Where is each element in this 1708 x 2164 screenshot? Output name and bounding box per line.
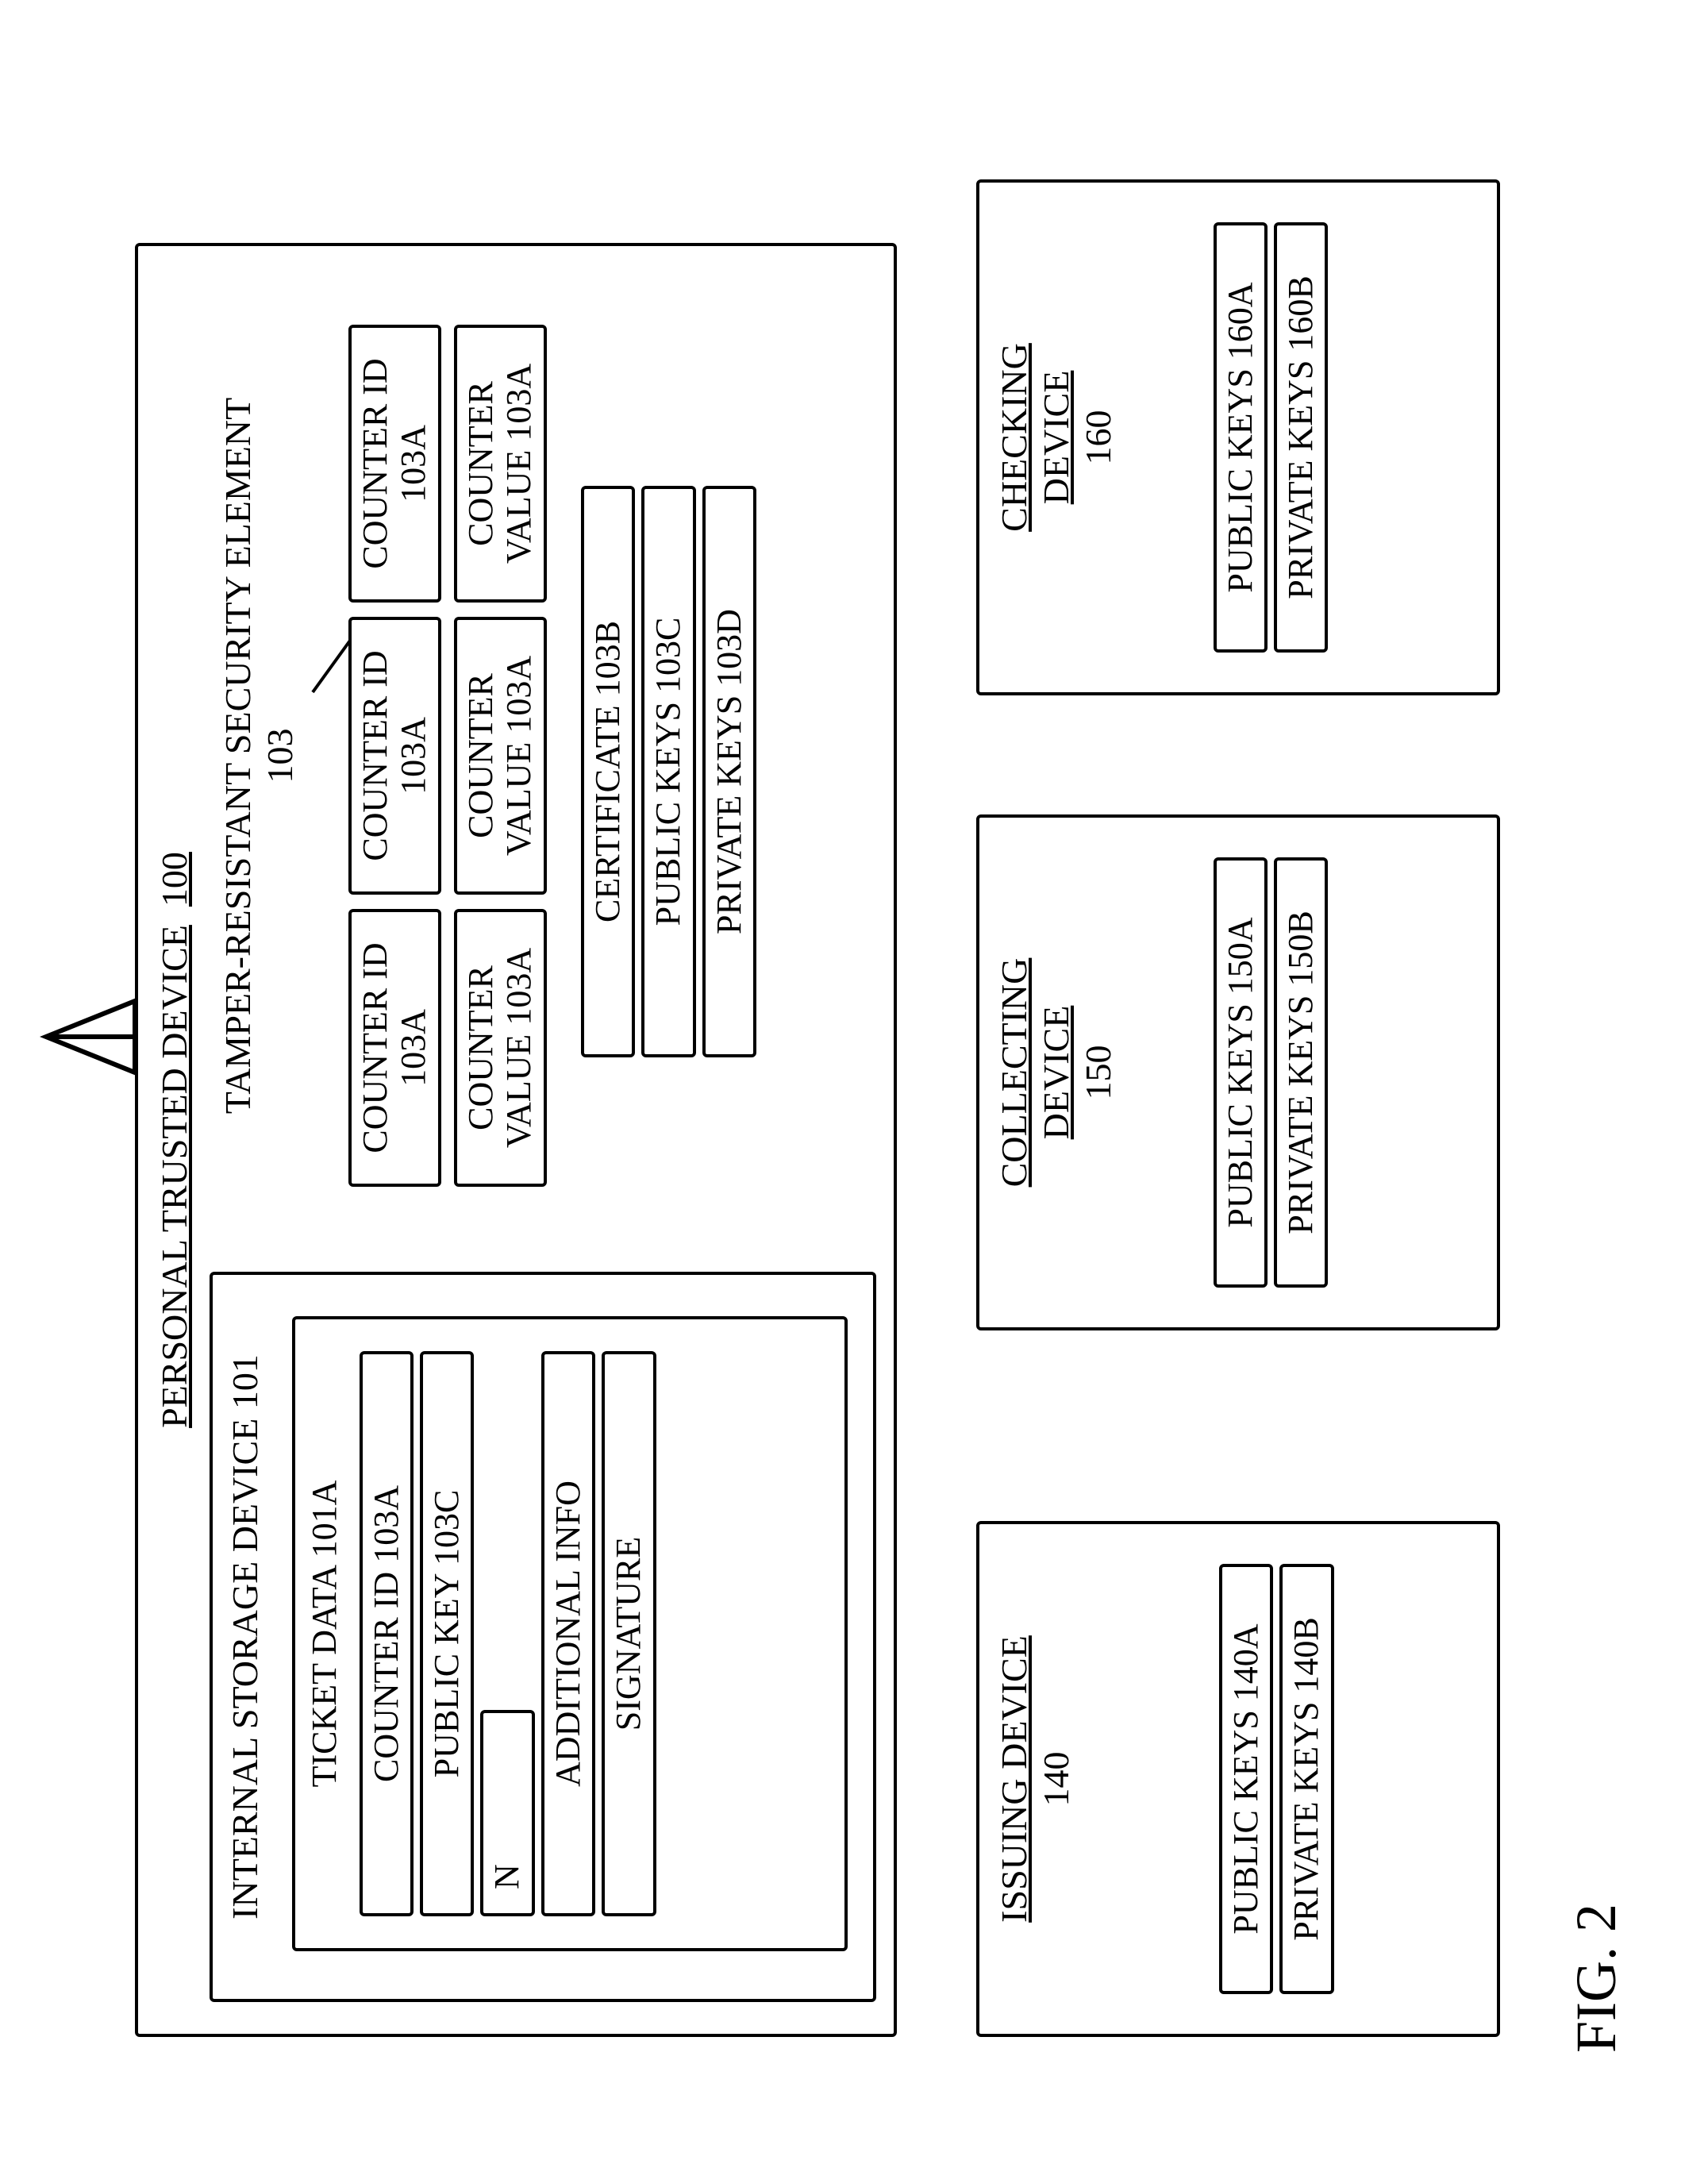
counter-id-2: COUNTER ID 103A xyxy=(348,617,441,895)
checking-device: CHECKING DEVICE 160 PUBLIC KEYS 160A PRI… xyxy=(976,179,1500,695)
checking-title-line2: DEVICE xyxy=(1036,371,1076,505)
issuing-device: ISSUING DEVICE 140 PUBLIC KEYS 140A PRIV… xyxy=(976,1521,1500,2037)
counter-value-3: COUNTER VALUE 103A xyxy=(454,325,547,603)
collecting-title-line1: COLLECTING xyxy=(994,958,1034,1188)
figure-label: FIG. 2 xyxy=(1564,1904,1629,2053)
collecting-id: 150 xyxy=(1078,1045,1118,1100)
counter-value-2: COUNTER VALUE 103A xyxy=(454,617,547,895)
ptd-title-text: PERSONAL TRUSTED DEVICE xyxy=(154,925,194,1428)
issuing-private-keys: PRIVATE KEYS 140B xyxy=(1279,1564,1333,1994)
collecting-title: COLLECTING DEVICE 150 xyxy=(994,818,1120,1327)
counter-grid: COUNTER ID 103A COUNTER ID 103A COUNTER … xyxy=(348,295,547,1216)
collecting-public-keys: PUBLIC KEYS 150A xyxy=(1214,857,1268,1288)
trse-block: TAMPER-RESISTANT SECURITY ELEMENT 103 CO… xyxy=(217,279,868,1232)
personal-trusted-device: PERSONAL TRUSTED DEVICE 100 INTERNAL STO… xyxy=(135,243,897,2037)
ticket-public-key: PUBLIC KEY 103C xyxy=(420,1351,474,1916)
ticket-counter-id: COUNTER ID 103A xyxy=(360,1351,414,1916)
trse-public-keys: PUBLIC KEYS 103C xyxy=(641,486,695,1057)
checking-title-line1: CHECKING xyxy=(994,343,1034,532)
ticket-title: TICKET DATA 101A xyxy=(305,1319,345,1948)
ticket-signature: SIGNATURE xyxy=(602,1351,656,1916)
checking-id: 160 xyxy=(1078,410,1118,465)
counter-id-1: COUNTER ID 103A xyxy=(348,909,441,1187)
ticket-data: TICKET DATA 101A COUNTER ID 103A PUBLIC … xyxy=(292,1316,848,1951)
trse-keys: CERTIFICATE 103B PUBLIC KEYS 103C PRIVAT… xyxy=(575,486,763,1057)
collecting-private-keys: PRIVATE KEYS 150B xyxy=(1274,857,1328,1288)
ptd-id: 100 xyxy=(154,852,194,907)
trse-private-keys: PRIVATE KEYS 103D xyxy=(702,486,756,1057)
issuing-id: 140 xyxy=(1036,1752,1076,1807)
counter-value-1: COUNTER VALUE 103A xyxy=(454,909,547,1187)
diagram-root: PERSONAL TRUSTED DEVICE 100 INTERNAL STO… xyxy=(32,32,1676,2132)
isd-title: INTERNAL STORAGE DEVICE 101 xyxy=(225,1275,267,1999)
checking-public-keys: PUBLIC KEYS 160A xyxy=(1214,222,1268,653)
internal-storage-device: INTERNAL STORAGE DEVICE 101 TICKET DATA … xyxy=(210,1272,876,2002)
ticket-n: N xyxy=(480,1710,534,1916)
antenna-icon xyxy=(40,989,143,1084)
collecting-title-line2: DEVICE xyxy=(1036,1006,1076,1140)
checking-title: CHECKING DEVICE 160 xyxy=(994,183,1120,692)
ticket-additional-info: ADDITIONAL INFO xyxy=(541,1351,595,1916)
collecting-device: COLLECTING DEVICE 150 PUBLIC KEYS 150A P… xyxy=(976,814,1500,1330)
checking-private-keys: PRIVATE KEYS 160B xyxy=(1274,222,1328,653)
ptd-title: PERSONAL TRUSTED DEVICE 100 xyxy=(154,246,196,2034)
issuing-title: ISSUING DEVICE 140 xyxy=(994,1524,1078,2034)
issuing-title-text: ISSUING DEVICE xyxy=(994,1635,1034,1923)
trse-certificate: CERTIFICATE 103B xyxy=(581,486,635,1057)
issuing-public-keys: PUBLIC KEYS 140A xyxy=(1219,1564,1273,1994)
trse-title: TAMPER-RESISTANT SECURITY ELEMENT 103 xyxy=(217,391,302,1121)
counter-id-3: COUNTER ID 103A xyxy=(348,325,441,603)
